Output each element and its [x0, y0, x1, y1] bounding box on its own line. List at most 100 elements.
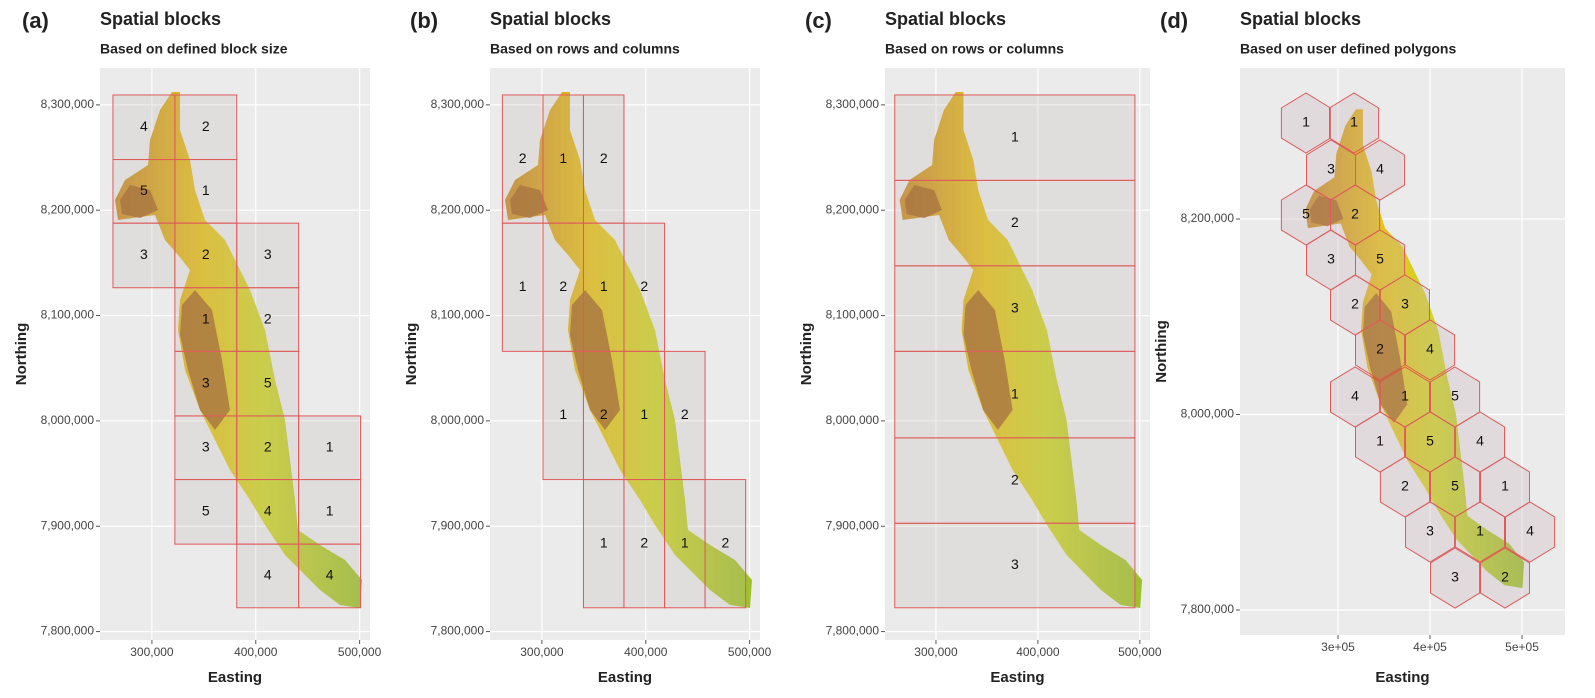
block-label: 2 [1011, 471, 1019, 487]
panel-title: Spatial blocks [885, 9, 1006, 29]
panel-title: Spatial blocks [100, 9, 221, 29]
panel: (c) Spatial blocks Based on rows or column… [798, 8, 1162, 686]
block-label: 5 [1451, 388, 1459, 404]
block-label: 2 [202, 118, 210, 134]
x-tick-label: 300,000 [130, 645, 174, 659]
x-axis-title: Easting [990, 669, 1044, 686]
block-label: 2 [600, 150, 608, 166]
y-tick-label: 8,300,000 [41, 97, 95, 111]
spatial-block [236, 287, 300, 352]
block-label: 2 [559, 278, 567, 294]
spatial-block [582, 94, 625, 224]
y-tick-label: 8,300,000 [826, 97, 880, 111]
block-label: 4 [1476, 433, 1484, 449]
spatial-block [174, 479, 238, 545]
x-tick-label: 500,000 [1118, 645, 1162, 659]
block-label: 3 [140, 246, 148, 262]
block-label: 3 [1426, 523, 1434, 539]
terrain-highland [904, 185, 942, 218]
spatial-block [298, 543, 362, 609]
spatial-block [501, 222, 544, 352]
x-tick-label: 300,000 [914, 645, 958, 659]
spatial-block [542, 350, 584, 481]
terrain-highland [510, 185, 548, 218]
y-tick-label: 8,100,000 [826, 308, 880, 322]
spatial-block [236, 350, 300, 417]
block-label: 2 [1501, 569, 1509, 585]
y-tick-label: 7,800,000 [41, 624, 95, 638]
x-axis-title: Easting [598, 669, 652, 686]
y-tick-label: 8,200,000 [826, 202, 880, 216]
terrain [899, 92, 1143, 608]
block-label: 2 [264, 438, 272, 454]
block-label: 2 [1011, 214, 1019, 230]
y-tick-label: 7,900,000 [826, 518, 880, 532]
spatial-block [174, 350, 238, 417]
spatial-block [298, 415, 362, 481]
spatial-block [174, 415, 238, 481]
block-label: 2 [202, 246, 210, 262]
y-tick-label: 7,900,000 [431, 518, 485, 532]
spatial-block [501, 94, 544, 224]
spatial-block [174, 94, 238, 161]
block-label: 2 [600, 406, 608, 422]
y-tick-label: 8,000,000 [1181, 407, 1235, 421]
hexagon-block [1430, 547, 1481, 609]
spatial-block [298, 479, 362, 545]
spatial-block [542, 94, 584, 224]
block-label: 1 [202, 182, 210, 198]
x-tick-label: 4e+05 [1413, 640, 1447, 654]
x-tick-label: 5e+05 [1505, 640, 1539, 654]
y-tick-label: 7,800,000 [431, 624, 485, 638]
block-label: 1 [1401, 388, 1409, 404]
x-tick-label: 500,000 [338, 645, 382, 659]
block-label: 1 [600, 278, 608, 294]
block-label: 4 [264, 567, 272, 583]
spatial-block [894, 437, 1136, 524]
block-label: 1 [559, 406, 567, 422]
block-label: 5 [1302, 206, 1310, 222]
x-tick-label: 500,000 [728, 645, 772, 659]
block-label: 3 [1327, 251, 1335, 267]
y-axis-title: Northing [1153, 320, 1170, 382]
block-label: 4 [1426, 341, 1434, 357]
block-label: 5 [202, 503, 210, 519]
hexagon-block [1355, 319, 1406, 381]
panel-tag: (d) [1160, 8, 1188, 33]
terrain-highland [963, 290, 1013, 430]
x-tick-label: 400,000 [624, 645, 668, 659]
terrain [115, 92, 362, 608]
x-tick-label: 300,000 [520, 645, 564, 659]
block-label: 3 [202, 374, 210, 390]
spatial-block [174, 287, 238, 352]
y-tick-label: 8,300,000 [431, 97, 485, 111]
y-tick-label: 8,200,000 [431, 202, 485, 216]
block-label: 2 [1376, 341, 1384, 357]
panel-subtitle: Based on rows or columns [885, 41, 1064, 57]
hexagon-block [1405, 501, 1456, 563]
block-label: 3 [202, 438, 210, 454]
block-label: 1 [1376, 433, 1384, 449]
hexagon-block [1280, 92, 1331, 154]
panel-subtitle: Based on rows and columns [490, 41, 680, 57]
panel-title: Spatial blocks [1240, 9, 1361, 29]
panel-subtitle: Based on user defined polygons [1240, 41, 1456, 57]
y-tick-label: 8,000,000 [41, 413, 95, 427]
hexagon-block [1454, 501, 1505, 563]
panel-tag: (b) [410, 8, 438, 33]
block-label: 3 [1011, 299, 1019, 315]
y-tick-label: 8,200,000 [41, 202, 95, 216]
block-label: 1 [1501, 478, 1509, 494]
terrain-highland [570, 290, 620, 430]
block-label: 2 [681, 406, 689, 422]
spatial-block [664, 350, 706, 481]
spatial-block [894, 265, 1136, 352]
hexagon-block [1480, 547, 1530, 609]
y-tick-label: 7,800,000 [1181, 602, 1235, 616]
block-label: 4 [1376, 161, 1384, 177]
spatial-block [236, 543, 300, 609]
block-label: 2 [264, 310, 272, 326]
panel-tag: (c) [805, 8, 832, 33]
x-tick-label: 400,000 [234, 645, 278, 659]
